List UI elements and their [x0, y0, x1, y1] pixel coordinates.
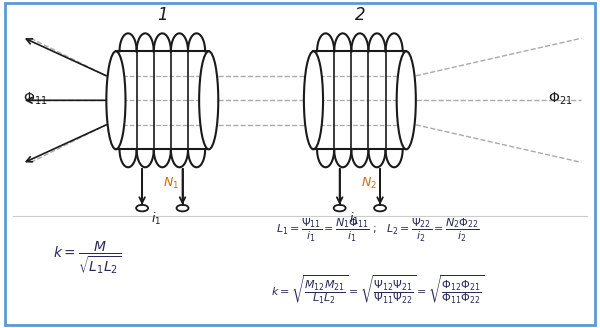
Text: $L_1 = \dfrac{\Psi_{11}}{i_1} = \dfrac{N_1\Phi_{11}}{i_1}\ ;\ \ L_2 = \dfrac{\Ps: $L_1 = \dfrac{\Psi_{11}}{i_1} = \dfrac{N… — [276, 217, 480, 244]
Ellipse shape — [304, 51, 323, 149]
Ellipse shape — [106, 51, 125, 149]
Text: $\mathit{\Phi}_{21}$: $\mathit{\Phi}_{21}$ — [548, 91, 572, 107]
Text: $N_2$: $N_2$ — [361, 175, 377, 191]
Text: $N_1$: $N_1$ — [163, 175, 179, 191]
Text: 1: 1 — [157, 6, 167, 24]
Text: $i_1$: $i_1$ — [151, 211, 161, 227]
Text: $k = \dfrac{M}{\sqrt{L_1 L_2}}$: $k = \dfrac{M}{\sqrt{L_1 L_2}}$ — [53, 240, 122, 277]
Text: $\mathit{\Phi}_{11}$: $\mathit{\Phi}_{11}$ — [23, 91, 47, 107]
Text: $i_1$: $i_1$ — [349, 211, 359, 227]
Ellipse shape — [199, 51, 218, 149]
Ellipse shape — [397, 51, 416, 149]
Text: $k = \sqrt{\dfrac{M_{12}M_{21}}{L_1 L_2}} = \sqrt{\dfrac{\Psi_{12}\Psi_{21}}{\Ps: $k = \sqrt{\dfrac{M_{12}M_{21}}{L_1 L_2}… — [271, 273, 484, 306]
Text: 2: 2 — [355, 6, 365, 24]
